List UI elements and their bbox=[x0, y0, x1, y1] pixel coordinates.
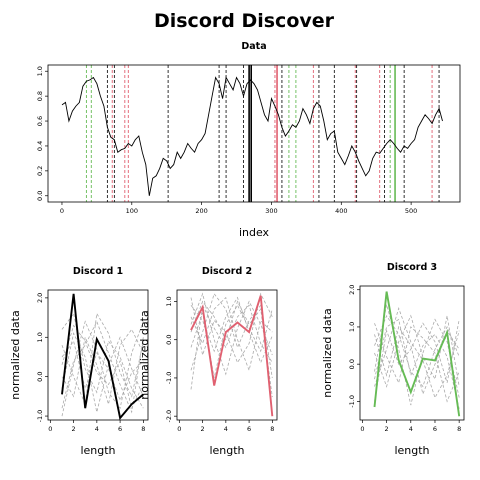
panel-0-ytick-label-5: 1.0 bbox=[36, 66, 44, 76]
panel-0-xtick-label-1: 100 bbox=[126, 207, 138, 215]
panel-1-ytick-label-1: 0.0 bbox=[36, 371, 44, 381]
panel-2-discord-line bbox=[190, 295, 274, 417]
panel-3-discord-line bbox=[373, 291, 461, 417]
panel-0-xlabel: index bbox=[239, 226, 270, 239]
panel-3-background-line-2 bbox=[374, 323, 460, 403]
panel-3-background-line-6 bbox=[374, 314, 460, 388]
panel-3-xtick-label-4: 8 bbox=[457, 425, 461, 433]
panel-1-title: Discord 1 bbox=[73, 266, 123, 277]
panel-0-xtick-label-3: 300 bbox=[265, 207, 277, 215]
panel-1-background-line-2 bbox=[61, 312, 144, 409]
panel-2-xtick-label-2: 4 bbox=[224, 425, 228, 433]
panel-3-xtick-label-1: 2 bbox=[385, 425, 389, 433]
panel-0-xtick-label-5: 500 bbox=[405, 207, 417, 215]
panel-2-ytick-label-3: 1.0 bbox=[165, 296, 173, 306]
panel-3-title: Discord 3 bbox=[387, 262, 437, 273]
panel-1-plot-frame bbox=[47, 289, 149, 421]
panel-2-background-line-5 bbox=[190, 296, 273, 372]
panel-1-background-line-7 bbox=[61, 324, 144, 410]
panel-3-xtick-label-3: 6 bbox=[433, 425, 437, 433]
panel-3-background-line-0 bbox=[374, 314, 460, 388]
panel-2-plot-frame bbox=[176, 289, 278, 421]
panel-2-title: Discord 2 bbox=[202, 266, 252, 277]
panel-1-xlabel: length bbox=[80, 444, 115, 457]
panel-1-background-line-4 bbox=[61, 332, 144, 413]
panel-3-ytick-label-3: 2.0 bbox=[348, 285, 356, 295]
panel-1-background-line-3 bbox=[61, 328, 144, 405]
panel-2-background-line-3 bbox=[190, 292, 273, 364]
panel-3-plot-frame bbox=[359, 285, 465, 421]
panel-1-ylabel: normalized data bbox=[9, 310, 22, 399]
panel-1-ytick-label-0: -1.0 bbox=[36, 410, 44, 423]
panel-1-background-line-0 bbox=[61, 340, 144, 402]
panel-1-background-line-6 bbox=[61, 320, 144, 417]
panel-3-background-line-1 bbox=[374, 307, 460, 399]
panel-3-ytick-label-2: 1.0 bbox=[348, 322, 356, 332]
panel-2-ylabel: normalized data bbox=[138, 310, 151, 399]
panel-1-xtick-label-2: 4 bbox=[95, 425, 99, 433]
panel-3-background-line-7 bbox=[374, 318, 460, 409]
panel-0-title: Data bbox=[241, 41, 266, 52]
panel-2-background-line-2 bbox=[190, 292, 273, 376]
panel-1-xtick-label-0: 0 bbox=[48, 425, 52, 433]
panel-3-xtick-label-0: 0 bbox=[360, 425, 364, 433]
panel-1-xtick-label-4: 8 bbox=[141, 425, 145, 433]
panel-0-ytick-label-4: 0.8 bbox=[36, 91, 44, 101]
panel-2-xtick-label-4: 8 bbox=[270, 425, 274, 433]
panel-1-discord-line bbox=[61, 293, 144, 421]
panel-1-ytick-label-2: 1.0 bbox=[36, 332, 44, 342]
panel-0-ytick-label-2: 0.4 bbox=[36, 141, 44, 151]
panel-0-ytick-label-0: 0.0 bbox=[36, 191, 44, 201]
panel-2-xlabel: length bbox=[209, 444, 244, 457]
panel-2-ytick-label-0: -2.0 bbox=[165, 410, 173, 423]
panel-3-ytick-label-1: 0.0 bbox=[348, 359, 356, 369]
panel-2-background-line-7 bbox=[190, 300, 273, 398]
panel-0-ytick-label-3: 0.6 bbox=[36, 116, 44, 126]
panel-0-series-line-0 bbox=[61, 76, 443, 196]
panel-0-xtick-label-4: 400 bbox=[335, 207, 347, 215]
figure-title: Discord Discover bbox=[154, 10, 335, 32]
panel-0-xtick-label-2: 200 bbox=[195, 207, 207, 215]
panel-0-plot-frame bbox=[47, 64, 461, 203]
panel-2-xtick-label-3: 6 bbox=[247, 425, 251, 433]
panel-2-xtick-label-0: 0 bbox=[177, 425, 181, 433]
panel-3-xlabel: length bbox=[394, 444, 429, 457]
panel-3-ytick-label-0: -1.0 bbox=[348, 395, 356, 408]
panel-1-xtick-label-1: 2 bbox=[72, 425, 76, 433]
panel-3-xtick-label-2: 4 bbox=[409, 425, 413, 433]
panel-3-ylabel: normalized data bbox=[321, 308, 334, 397]
panel-2-xtick-label-1: 2 bbox=[201, 425, 205, 433]
panel-2-ytick-label-1: -1.0 bbox=[165, 372, 173, 385]
panel-2-ytick-label-2: 0.0 bbox=[165, 335, 173, 345]
panel-1-background-line-5 bbox=[61, 312, 144, 406]
panel-1-ytick-label-3: 2.0 bbox=[36, 293, 44, 303]
panel-0-ytick-label-1: 0.2 bbox=[36, 166, 44, 176]
panel-1-xtick-label-3: 6 bbox=[118, 425, 122, 433]
panel-1-background-line-1 bbox=[61, 320, 144, 414]
panel-0-xtick-label-0: 0 bbox=[60, 207, 64, 215]
panel-2-background-line-6 bbox=[190, 303, 273, 390]
